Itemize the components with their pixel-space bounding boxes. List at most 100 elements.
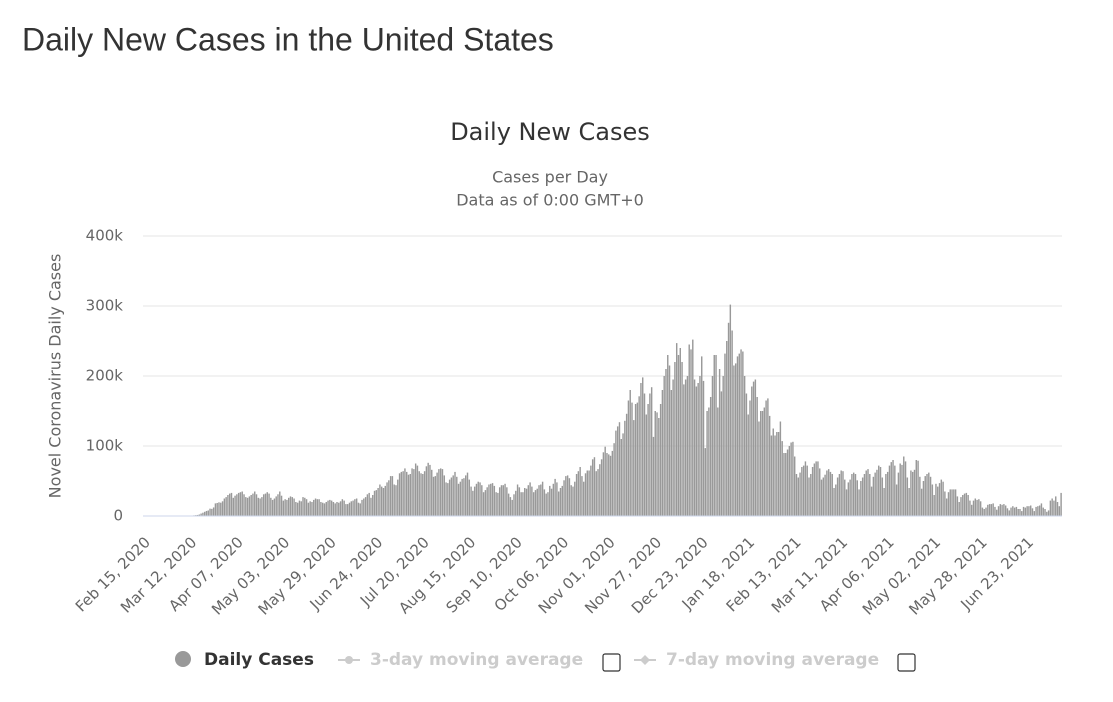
bar (649, 393, 651, 516)
bar (377, 488, 379, 516)
bar (431, 469, 433, 516)
bar (234, 495, 236, 516)
bar (296, 502, 299, 516)
bar (985, 507, 987, 516)
bar (743, 376, 746, 516)
bar (563, 480, 565, 516)
bar (894, 465, 896, 516)
bar (355, 498, 358, 516)
bar (568, 478, 571, 516)
bar (915, 460, 917, 516)
bar (717, 407, 719, 516)
bar (532, 492, 535, 516)
bar (577, 471, 580, 516)
bar (690, 349, 692, 516)
legend-label[interactable]: Daily Cases (204, 650, 314, 670)
bar (881, 477, 884, 516)
bar (212, 507, 215, 516)
bar (416, 465, 419, 516)
bar (697, 383, 699, 516)
bar (701, 356, 703, 516)
bar (318, 499, 320, 516)
bar (391, 476, 394, 516)
bar (627, 400, 630, 516)
bar (793, 456, 796, 516)
bar (633, 420, 635, 516)
bar (203, 511, 206, 516)
bar (289, 496, 292, 516)
bar (849, 479, 851, 516)
bar (339, 501, 342, 516)
bar (447, 483, 449, 516)
bar (536, 488, 538, 516)
bar (216, 502, 218, 516)
checkbox[interactable] (897, 653, 916, 672)
bar (565, 476, 567, 516)
bar (566, 475, 569, 516)
bar (838, 474, 841, 516)
bar (1031, 508, 1034, 516)
bar (695, 386, 698, 516)
bar (976, 499, 978, 516)
bar (497, 492, 499, 516)
legend-label[interactable]: 3-day moving average (370, 650, 583, 670)
bar (545, 493, 547, 516)
bar (227, 495, 229, 516)
legend-label[interactable]: 7-day moving average (666, 650, 879, 670)
bar (913, 469, 916, 516)
bar (321, 502, 324, 516)
bar (280, 495, 283, 516)
bar (320, 502, 322, 516)
bar (781, 441, 783, 516)
bar (693, 379, 696, 516)
bar (262, 494, 265, 516)
bar (731, 330, 733, 516)
bar (527, 485, 530, 516)
bar (813, 463, 816, 516)
bar (465, 475, 467, 516)
bar (1008, 510, 1010, 516)
bar (277, 494, 279, 516)
bar (477, 481, 479, 516)
bar (668, 365, 671, 516)
bar (475, 483, 478, 516)
bar (1017, 509, 1019, 516)
bar (361, 499, 363, 516)
bar (268, 493, 270, 516)
bar (811, 467, 814, 516)
bar (472, 490, 474, 516)
bar (718, 369, 721, 516)
bar (513, 494, 515, 516)
bar (772, 428, 774, 516)
checkbox[interactable] (602, 653, 621, 672)
bar (949, 489, 951, 516)
bar (650, 387, 653, 516)
y-axis-label: Novel Coronavirus Daily Cases (46, 254, 65, 499)
bar (659, 404, 662, 516)
bar (711, 376, 714, 516)
bar (314, 498, 317, 516)
bar (1024, 507, 1027, 516)
bar (1033, 511, 1036, 516)
bar (856, 480, 858, 516)
bar (692, 339, 694, 516)
bar (198, 514, 201, 516)
bar (574, 481, 576, 516)
bar (450, 477, 453, 516)
bar (423, 471, 426, 516)
bar (858, 489, 860, 516)
bar (264, 493, 267, 516)
bar (498, 487, 501, 516)
bar (616, 426, 619, 516)
bar (933, 495, 935, 516)
bar (1003, 504, 1005, 516)
bar (979, 501, 982, 516)
bar (947, 492, 950, 516)
bar (309, 501, 311, 516)
bar (942, 481, 944, 516)
bar (790, 442, 792, 516)
bar (867, 469, 869, 516)
bar (885, 474, 887, 516)
bar (375, 490, 378, 516)
